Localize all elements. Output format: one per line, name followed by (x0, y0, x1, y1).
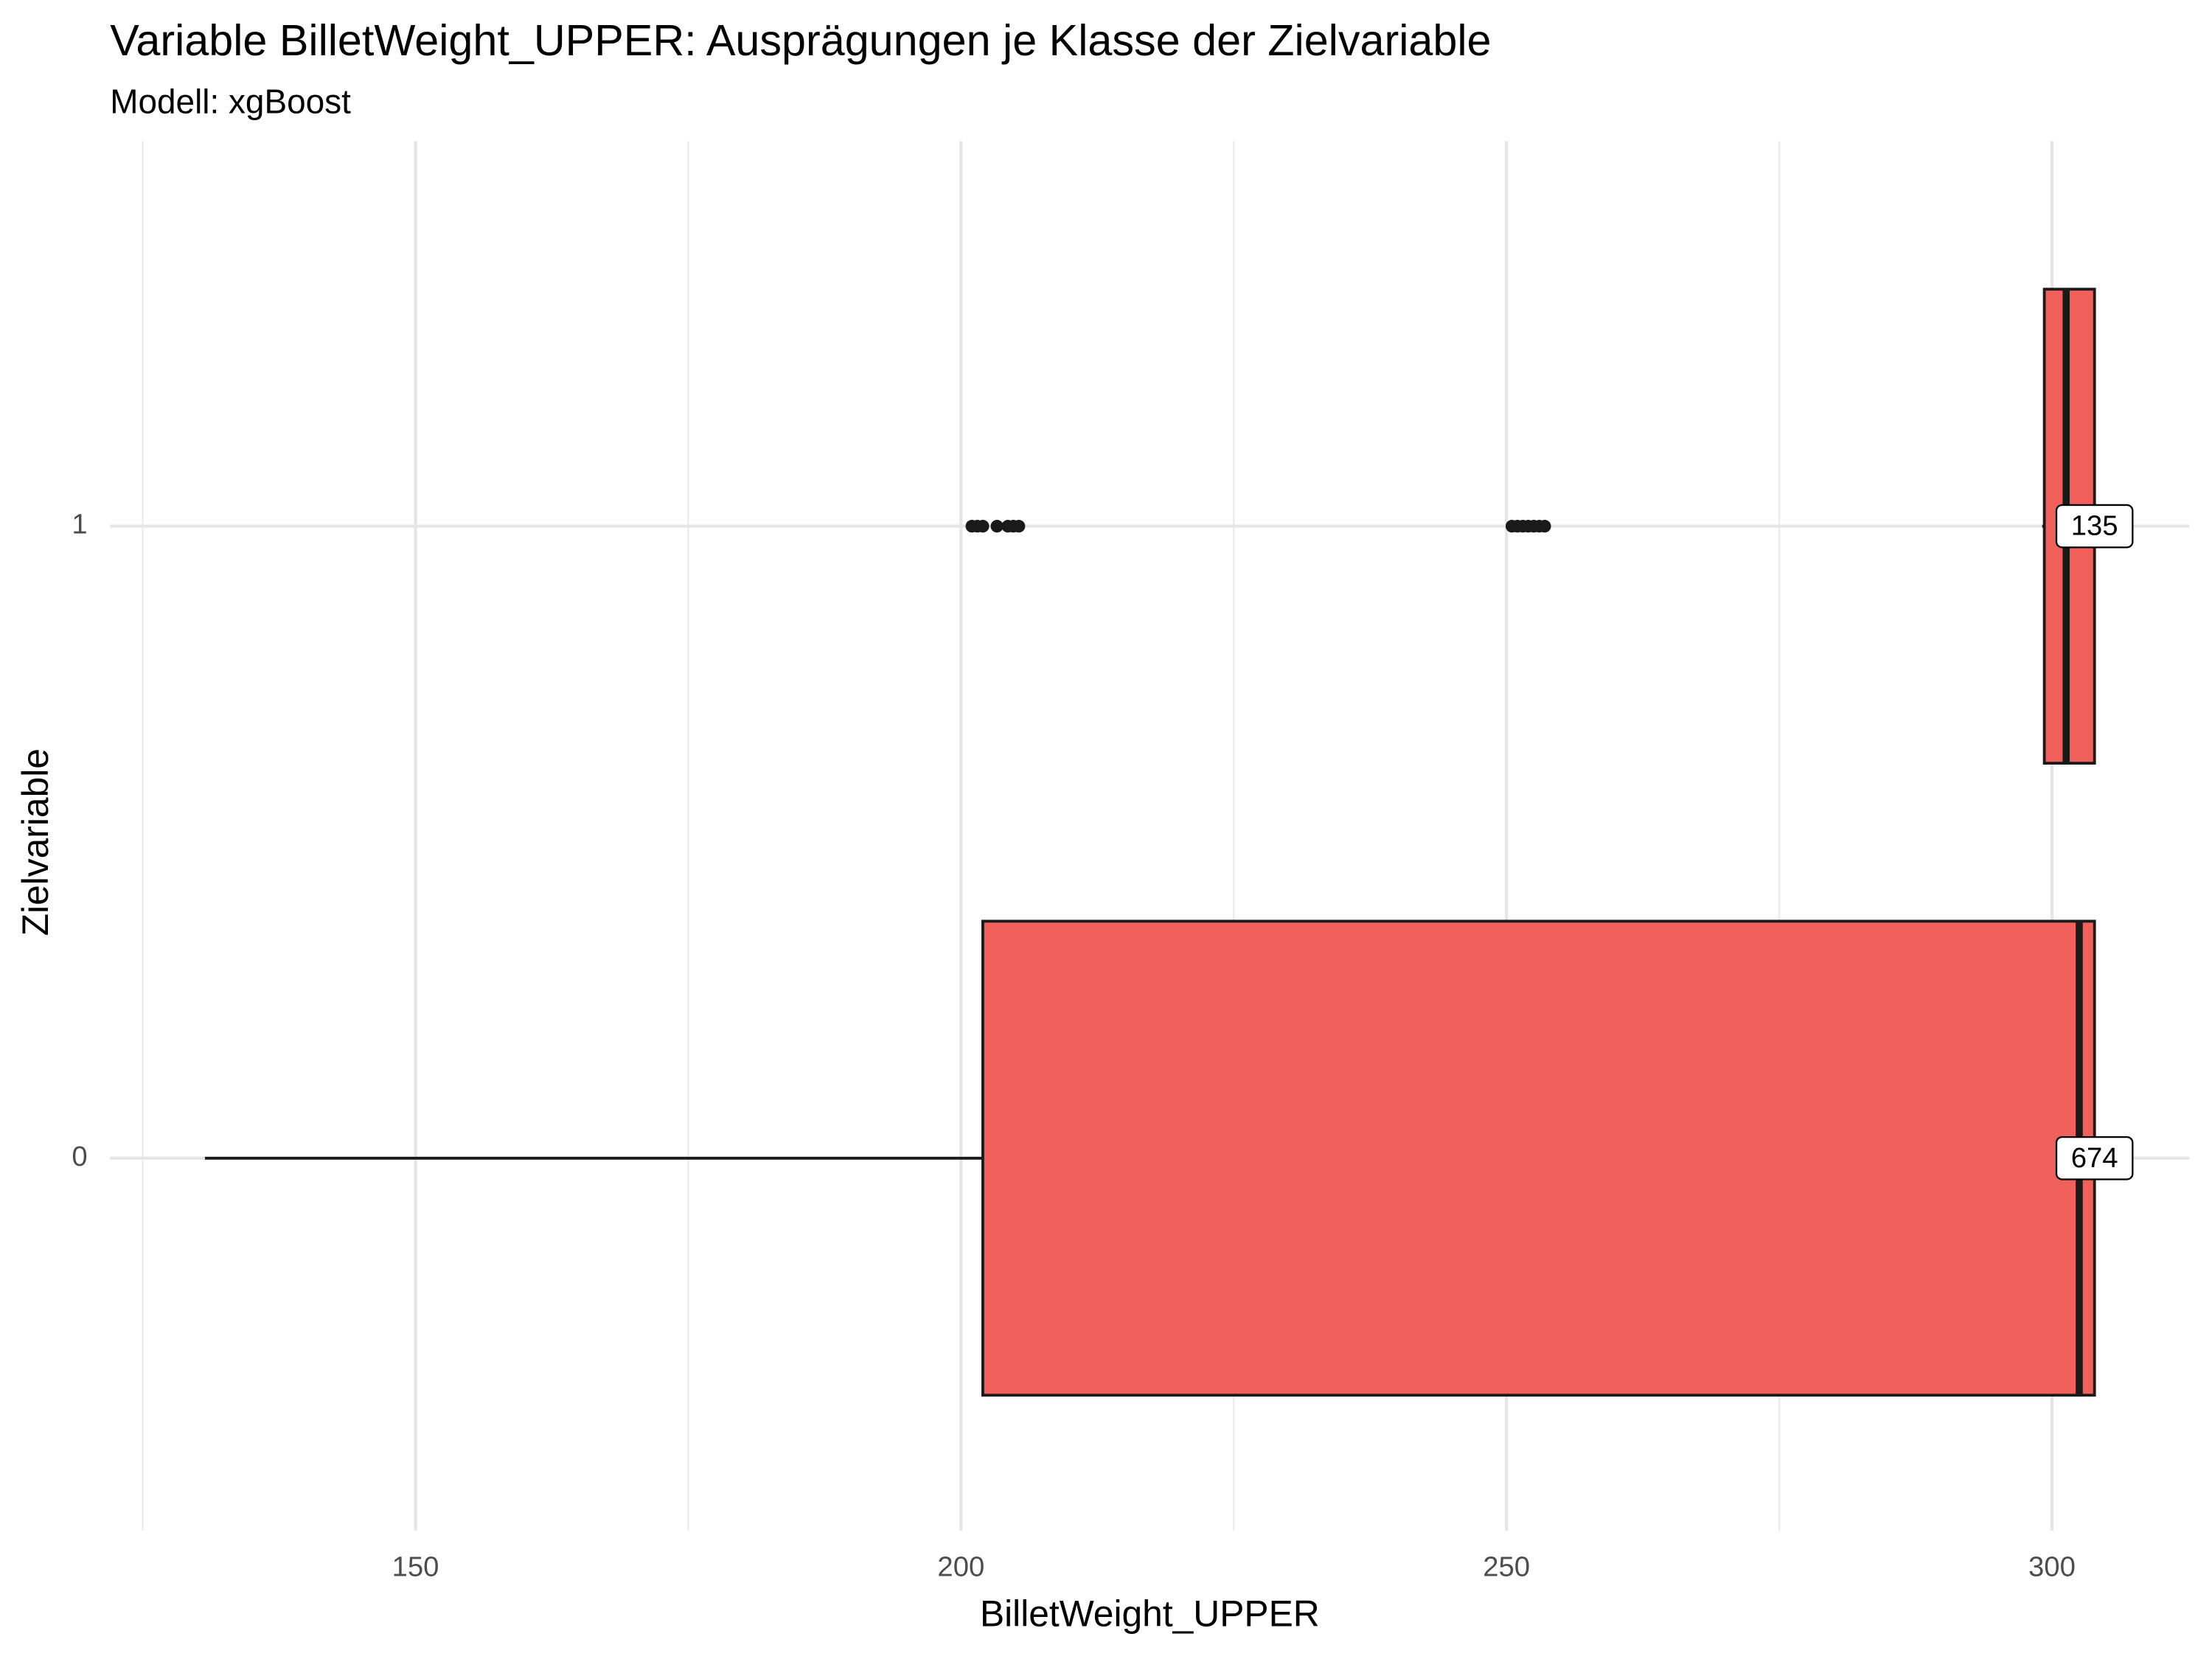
y-tick-label: 1 (72, 509, 87, 540)
x-tick-label: 300 (2028, 1551, 2076, 1583)
x-axis-title: BilletWeight_UPPER (980, 1593, 1320, 1635)
x-tick-label: 250 (1483, 1551, 1530, 1583)
chart-subtitle: Modell: xgBoost (110, 83, 351, 121)
outlier (1538, 520, 1551, 533)
outlier (976, 520, 990, 533)
y-axis-title: Zielvariable (15, 748, 56, 936)
outlier (990, 520, 1004, 533)
y-tick-label: 0 (72, 1141, 87, 1172)
count-label: 674 (2071, 1142, 2118, 1174)
outlier (1012, 520, 1026, 533)
count-label-box (2055, 504, 2134, 549)
count-label-box (2055, 1135, 2134, 1180)
x-tick-label: 200 (937, 1551, 984, 1583)
chart-title: Variable BilletWeight_UPPER: Ausprägunge… (110, 15, 1491, 65)
count-label: 135 (2071, 510, 2118, 542)
box (981, 919, 2096, 1397)
x-tick-label: 150 (392, 1551, 439, 1583)
